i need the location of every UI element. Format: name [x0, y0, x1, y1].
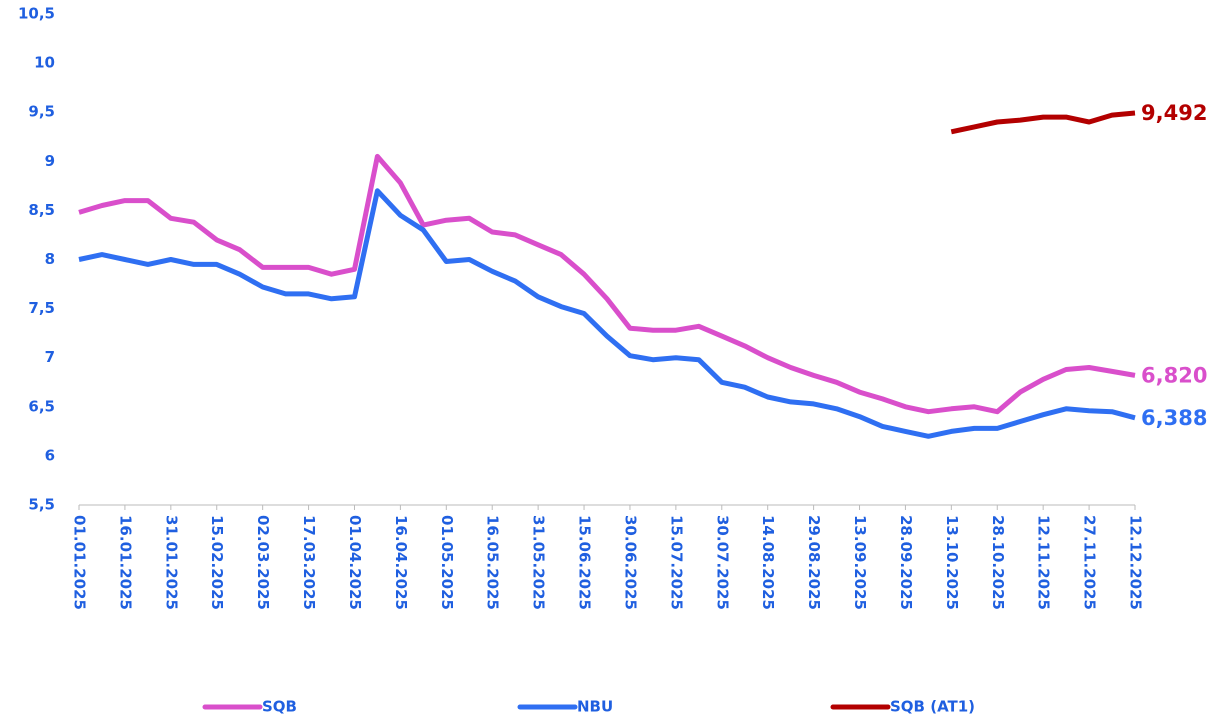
y-tick-label: 9,5 — [28, 103, 55, 121]
legend-label: SQB (AT1) — [890, 698, 975, 716]
x-tick-label: 27.11.2025 — [1081, 515, 1099, 610]
x-tick-label: 15.02.2025 — [208, 515, 226, 610]
end-label: 6,388 — [1141, 406, 1207, 430]
legend-label: NBU — [577, 698, 613, 716]
x-tick-label: 30.07.2025 — [713, 515, 731, 610]
end-label: 6,820 — [1141, 363, 1207, 387]
x-tick-label: 17.03.2025 — [300, 515, 318, 610]
x-tick-label: 13.09.2025 — [851, 515, 869, 610]
x-tick-label: 16.05.2025 — [484, 515, 502, 610]
y-tick-label: 7 — [45, 348, 55, 366]
x-tick-label: 31.05.2025 — [530, 515, 548, 610]
y-tick-label: 7,5 — [28, 299, 55, 317]
x-tick-label: 30.06.2025 — [621, 515, 639, 610]
x-tick-label: 01.05.2025 — [438, 515, 456, 610]
y-tick-label: 6,5 — [28, 397, 55, 415]
x-tick-label: 02.03.2025 — [254, 515, 272, 610]
y-tick-label: 8,5 — [28, 201, 55, 219]
y-tick-label: 8 — [45, 250, 55, 268]
x-tick-label: 15.07.2025 — [667, 515, 685, 610]
x-tick-label: 16.04.2025 — [392, 515, 410, 610]
x-tick-label: 13.10.2025 — [943, 515, 961, 610]
y-tick-label: 6 — [45, 446, 55, 464]
x-tick-label: 31.01.2025 — [162, 515, 180, 610]
x-tick-label: 29.08.2025 — [805, 515, 823, 610]
series-line — [78, 153, 1136, 415]
series-line — [78, 188, 1136, 439]
x-tick-label: 15.06.2025 — [576, 515, 594, 610]
x-tick-label: 01.04.2025 — [346, 515, 364, 610]
x-tick-label: 14.08.2025 — [759, 515, 777, 610]
legend-label: SQB — [262, 698, 297, 716]
x-tick-label: 12.11.2025 — [1035, 515, 1053, 610]
x-tick-label: 16.01.2025 — [116, 515, 134, 610]
y-tick-label: 9 — [45, 152, 55, 170]
x-tick-label: 12.12.2025 — [1127, 515, 1145, 610]
y-tick-label: 5,5 — [28, 496, 55, 514]
y-tick-label: 10 — [34, 54, 55, 72]
x-tick-label: 28.10.2025 — [989, 515, 1007, 610]
x-tick-label: 01.01.2025 — [71, 515, 89, 610]
end-label: 9,492 — [1141, 101, 1207, 125]
x-tick-label: 28.09.2025 — [897, 515, 915, 610]
series-line — [950, 110, 1136, 135]
y-tick-label: 10,5 — [18, 5, 55, 23]
